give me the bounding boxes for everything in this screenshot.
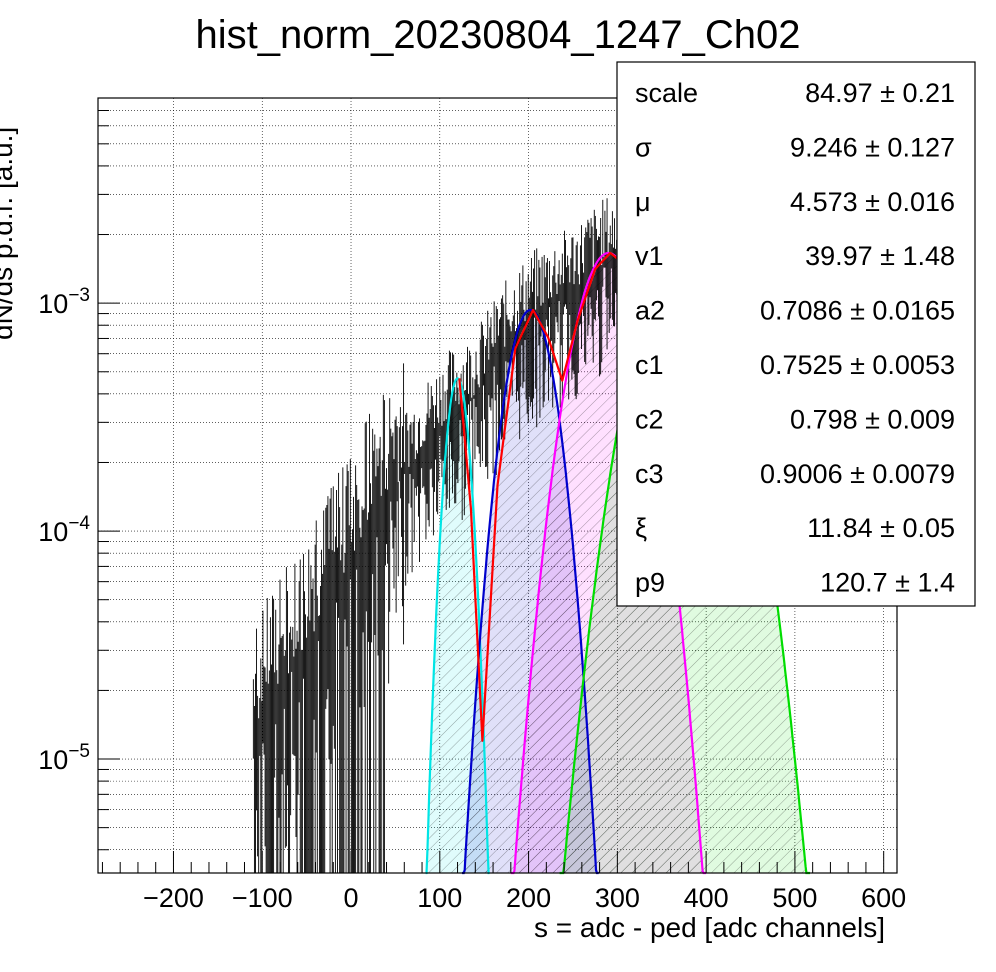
y-tick-label: 10−5 xyxy=(38,741,90,775)
x-tick-label: 400 xyxy=(684,883,729,913)
stats-param-value: 0.7525 ± 0.0053 xyxy=(760,350,955,380)
stats-param-value: 0.798 ± 0.009 xyxy=(790,404,955,434)
stats-param-name: v1 xyxy=(635,241,664,271)
x-axis-label: s = adc - ped [adc channels] xyxy=(534,912,885,943)
x-tick-label: 100 xyxy=(417,883,462,913)
stats-param-value: 84.97 ± 0.21 xyxy=(805,78,955,108)
stats-param-name: a2 xyxy=(635,296,665,326)
x-tick-label: 200 xyxy=(506,883,551,913)
stats-param-name: c3 xyxy=(635,459,664,489)
stats-param-value: 11.84 ± 0.05 xyxy=(807,513,955,543)
x-tick-label: −200 xyxy=(143,883,204,913)
stats-param-value: 4.573 ± 0.016 xyxy=(790,187,955,217)
stats-box-frame xyxy=(616,61,976,607)
y-tick-label: 10−3 xyxy=(38,285,90,319)
x-tick-label: −100 xyxy=(232,883,293,913)
y-axis-label: dN/ds p.d.f. [a.u.] xyxy=(0,127,18,340)
stats-param-value: 39.97 ± 1.48 xyxy=(805,241,955,271)
data-histogram xyxy=(252,198,627,873)
x-tick-label: 500 xyxy=(772,883,817,913)
stats-param-name: c1 xyxy=(635,350,664,380)
stats-param-name: ξ xyxy=(635,513,647,543)
x-tick-label: 0 xyxy=(344,883,359,913)
stats-param-name: c2 xyxy=(635,404,664,434)
x-tick-label: 300 xyxy=(595,883,640,913)
peak-curve-0 xyxy=(425,377,490,875)
x-tick-label: 600 xyxy=(861,883,906,913)
stats-param-value: 0.7086 ± 0.0165 xyxy=(760,296,955,326)
stats-param-name: μ xyxy=(635,187,651,217)
stats-param-value: 120.7 ± 1.4 xyxy=(820,568,955,598)
stats-box: scale 84.97 ± 0.21 σ 9.246 ± 0.127 μ 4.573 ± … xyxy=(616,61,976,607)
chart-title: hist_norm_20230804_1247_Ch02 xyxy=(196,13,801,57)
peak-curve-1 xyxy=(462,308,599,875)
stats-param-value: 9.246 ± 0.127 xyxy=(790,132,955,162)
stats-param-name: p9 xyxy=(635,568,665,598)
stats-param-value: 0.9006 ± 0.0079 xyxy=(760,459,955,489)
stats-param-name: σ xyxy=(635,132,652,162)
axis-ticks: −200 −100 0 100 200 300 400 500 600 10−3 10−4 10−5 xyxy=(38,110,906,913)
y-tick-label: 10−4 xyxy=(38,513,90,547)
stats-param-name: scale xyxy=(635,78,698,108)
